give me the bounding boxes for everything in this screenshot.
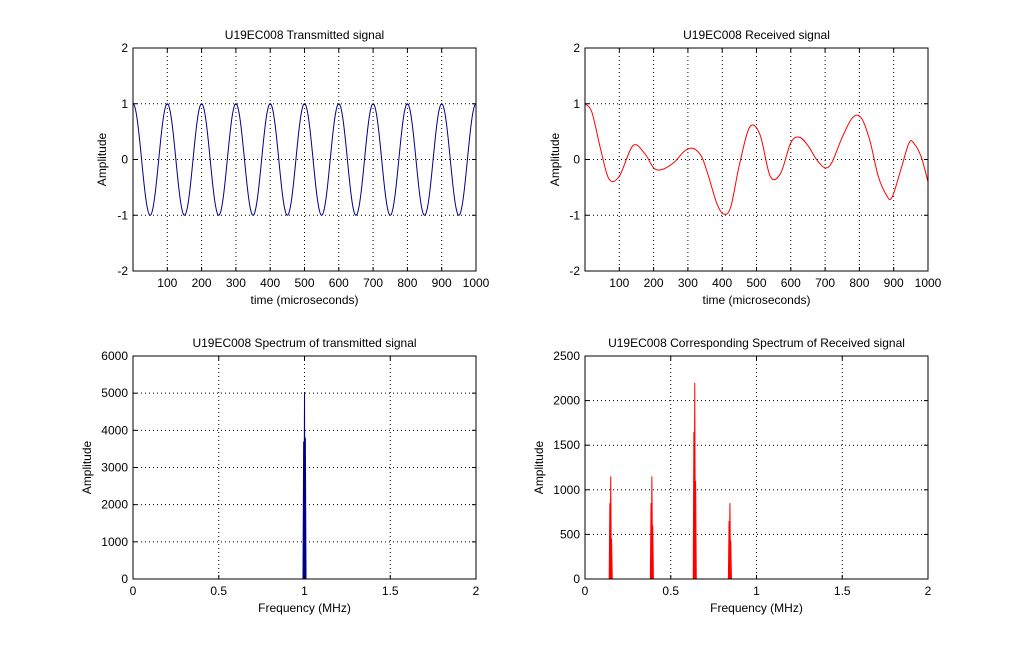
y-axis-label: Amplitude [80,441,94,495]
x-axis-label: time (microseconds) [250,293,358,307]
x-tick-label: 600 [329,276,349,290]
chart-title: U19EC008 Transmitted signal [225,28,384,42]
plot-area [133,48,476,271]
tick-marks [585,47,929,272]
y-tick-label: 1 [573,97,580,111]
y-tick-label: 2000 [553,394,580,408]
subplot-transmitted-signal: U19EC008 Transmitted signal time (micros… [95,28,490,307]
x-tick-label: 100 [609,276,629,290]
x-axis-label: Frequency (MHz) [258,601,351,615]
x-tick-label: 300 [678,276,698,290]
tick-marks [132,355,477,580]
y-tick-label: 2 [121,41,128,55]
x-tick-label: 2 [473,584,480,598]
series-lines [132,103,477,216]
x-tick-label: 0 [582,584,589,598]
series-lines [584,103,929,215]
y-tick-label: -1 [117,208,128,222]
subplot-received-spectrum: U19EC008 Corresponding Spectrum of Recei… [532,336,932,615]
plot-area [585,356,928,579]
x-axis-label: time (microseconds) [702,293,810,307]
x-tick-label: 500 [746,276,766,290]
y-tick-label: 4000 [101,423,128,437]
x-tick-label: 400 [260,276,280,290]
x-tick-label: 100 [157,276,177,290]
x-tick-label: 500 [294,276,314,290]
x-tick-label: 1 [753,584,760,598]
y-tick-label: -1 [569,208,580,222]
x-tick-label: 1 [301,584,308,598]
y-tick-label: 2000 [101,498,128,512]
x-tick-label: 1.5 [382,584,399,598]
y-tick-label: -2 [117,264,128,278]
series-line [584,103,929,215]
x-tick-label: 300 [226,276,246,290]
series-lines [133,393,476,580]
chart-title: U19EC008 Received signal [683,28,830,42]
x-tick-label: 900 [432,276,452,290]
y-axis-label: Amplitude [532,441,546,495]
y-tick-label: 1000 [101,535,128,549]
y-tick-label: 2 [573,41,580,55]
y-tick-label: 3000 [101,461,128,475]
x-tick-label: 900 [884,276,904,290]
y-tick-label: 0 [573,572,580,586]
y-tick-label: 0 [573,153,580,167]
y-axis-label: Amplitude [548,133,562,187]
y-tick-label: 6000 [101,349,128,363]
x-tick-label: 0.5 [662,584,679,598]
x-tick-label: 0 [130,584,137,598]
y-tick-label: 0 [121,572,128,586]
plot-area [585,48,928,271]
x-tick-label: 400 [712,276,732,290]
x-tick-label: 700 [815,276,835,290]
tick-marks [133,47,477,272]
y-tick-label: 5000 [101,386,128,400]
x-tick-label: 700 [363,276,383,290]
series-line [133,393,476,580]
x-tick-label: 600 [781,276,801,290]
y-axis-label: Amplitude [95,133,109,187]
series-line [132,103,477,216]
x-tick-label: 1.5 [834,584,851,598]
x-tick-label: 1000 [463,276,490,290]
x-tick-label: 1000 [915,276,942,290]
y-tick-label: 2500 [553,349,580,363]
x-tick-label: 800 [849,276,869,290]
chart-title: U19EC008 Spectrum of transmitted signal [192,336,416,350]
y-tick-label: 1500 [553,438,580,452]
y-tick-label: 1000 [553,483,580,497]
y-tick-label: 500 [560,527,580,541]
x-tick-label: 200 [644,276,664,290]
y-tick-label: -2 [569,264,580,278]
x-tick-label: 200 [192,276,212,290]
y-tick-label: 1 [121,97,128,111]
x-tick-label: 800 [397,276,417,290]
chart-title: U19EC008 Corresponding Spectrum of Recei… [608,336,905,350]
x-tick-label: 0.5 [210,584,227,598]
subplot-received-signal: U19EC008 Received signal time (microseco… [548,28,942,307]
subplot-transmitted-spectrum: U19EC008 Spectrum of transmitted signal … [80,336,480,615]
y-tick-label: 0 [121,153,128,167]
x-tick-label: 2 [925,584,932,598]
x-axis-label: Frequency (MHz) [710,601,803,615]
tick-marks [584,355,929,580]
